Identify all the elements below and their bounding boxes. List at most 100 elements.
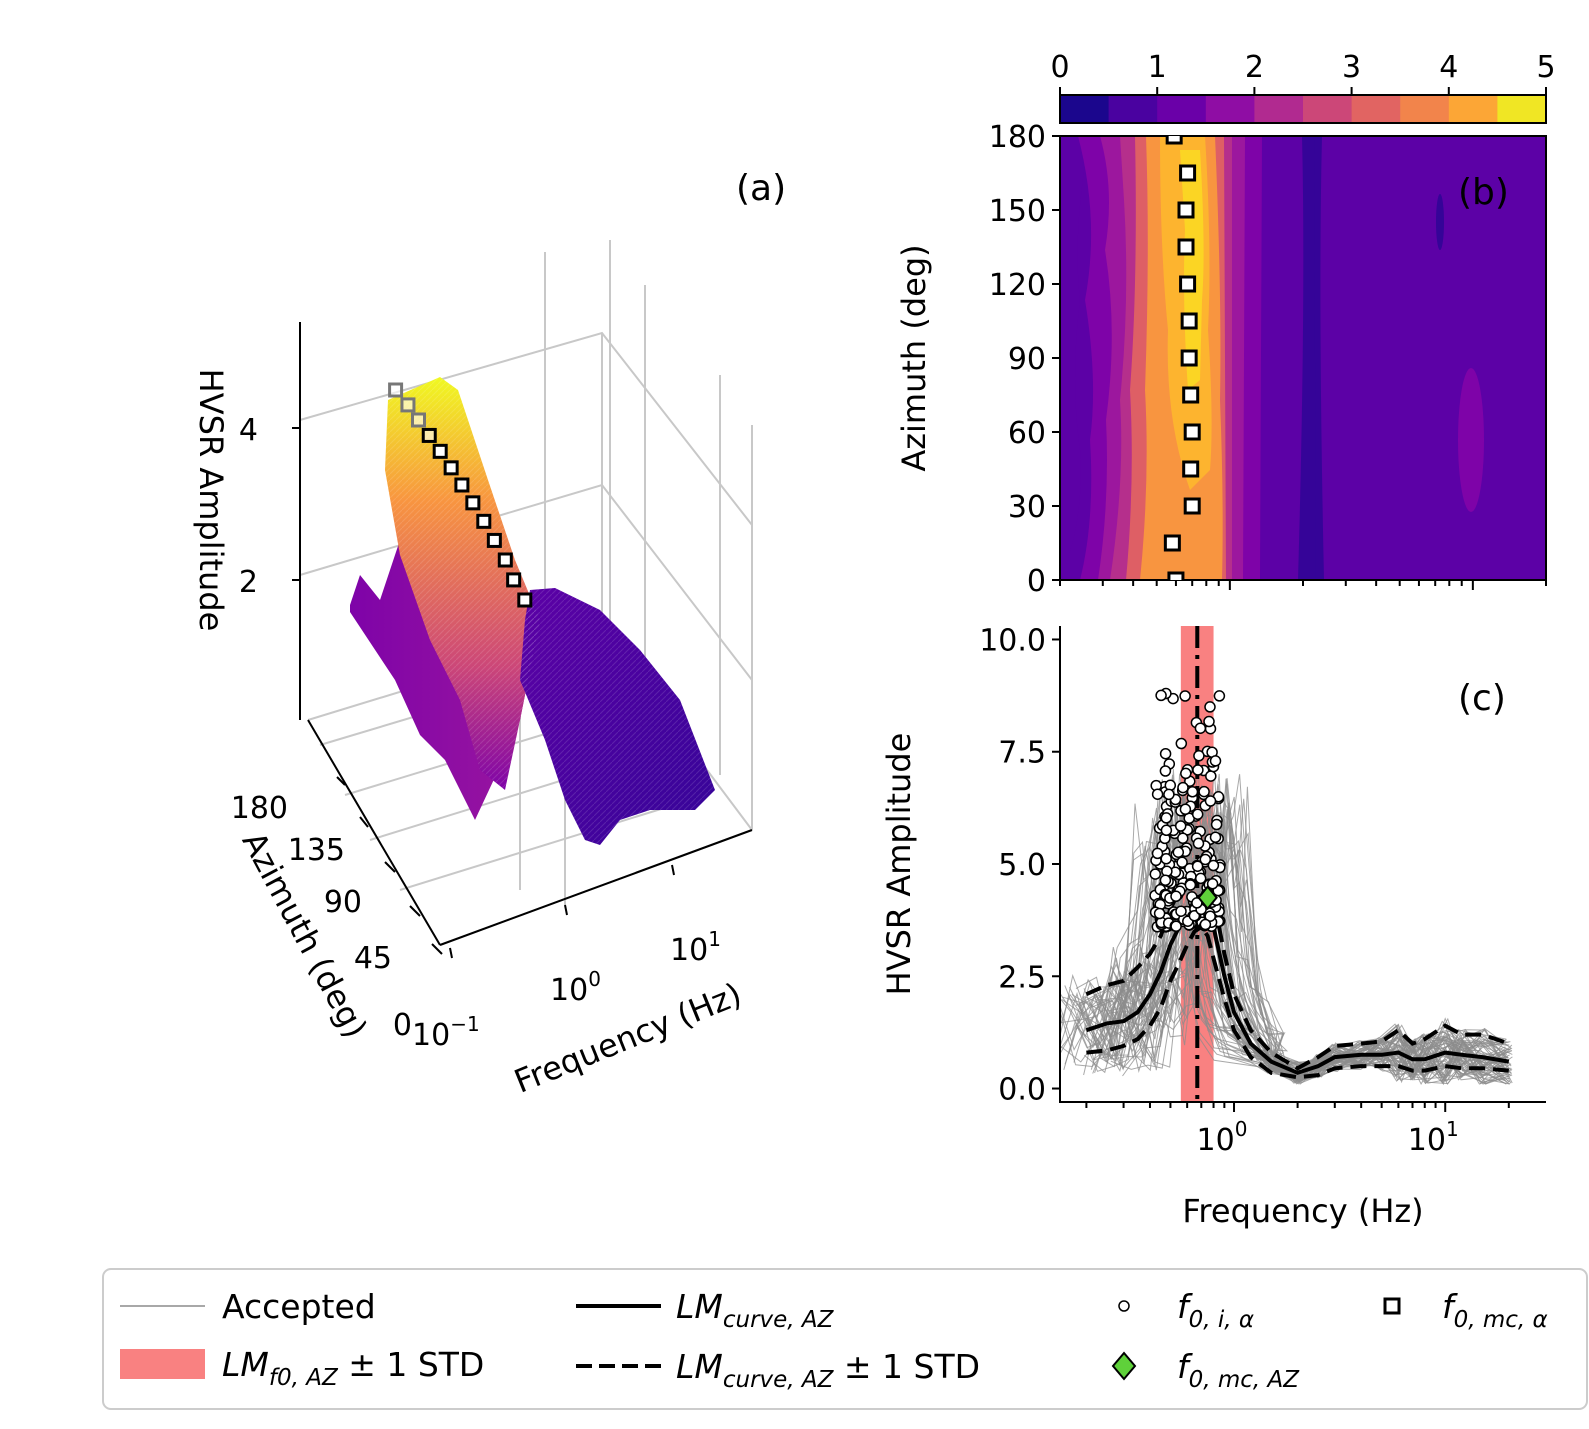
f0-i-alpha-point [1191, 860, 1204, 872]
legend-f0-i-label: f0, i, α [1177, 1287, 1254, 1333]
lm-curve-std-line [1086, 924, 1509, 1080]
colorbar-cell [1205, 95, 1255, 123]
c-y-tick-label: 7.5 [998, 736, 1046, 771]
colorbar-cell [1157, 95, 1207, 123]
panel-b-y-ticks: 0 30 60 90 120 150 180 [989, 120, 1060, 599]
f0-mc-alpha-marker [1180, 312, 1198, 330]
f0-mc-alpha-marker [1182, 386, 1200, 404]
f0-i-alpha-point [1160, 812, 1173, 824]
f0-i-alpha-point [1175, 737, 1188, 750]
f0-mc-alpha-marker [1183, 423, 1201, 441]
f0-i-alpha-point [1213, 690, 1226, 702]
trough-contour-inner [1306, 136, 1316, 580]
f0-i-alpha-point [1194, 872, 1207, 885]
colorbar-cell [1351, 95, 1401, 123]
f0-i-alpha-point [1180, 767, 1192, 780]
f0-i-alpha-point [1186, 786, 1199, 798]
a-f0-marker [454, 477, 470, 493]
accepted-curve [1109, 801, 1512, 1085]
b-y-tick-label: 150 [989, 194, 1046, 229]
f0-i-alpha-point [1204, 795, 1217, 807]
panel-c-axes [1059, 626, 1546, 1103]
c-y-tick-label: 0.0 [998, 1073, 1046, 1108]
colorbar-tick-label: 5 [1536, 50, 1555, 85]
a-f0-marker [411, 412, 426, 428]
panel-a: 4 2 180 135 90 45 0 10−1 100 101 HVSR Am… [192, 168, 786, 1101]
f0-mc-alpha-marker [1180, 349, 1198, 367]
small-contour-low [1458, 368, 1484, 512]
f0-i-alpha-point [1193, 750, 1205, 762]
a-f0-marker [388, 382, 404, 398]
colorbar-tick-label: 0 [1050, 50, 1069, 85]
f0-i-alpha-point [1199, 918, 1212, 931]
f0-i-alpha-point [1151, 847, 1164, 860]
f0-i-alpha-point [1160, 824, 1173, 837]
colorbar: 0 1 2 3 4 5 [1050, 50, 1556, 124]
panel-a-ticks [292, 427, 675, 959]
f0-i-alpha-point [1207, 859, 1220, 872]
accepted-curve [1060, 805, 1506, 1082]
b-y-tick-label: 180 [989, 120, 1046, 155]
panel-a-f0-markers [388, 382, 533, 608]
a-y-tick-180: 180 [231, 791, 288, 826]
colorbar-cells [1060, 95, 1547, 123]
f0-mc-alpha-marker [1167, 571, 1185, 580]
f0-i-alpha-point [1170, 890, 1182, 903]
lm-curves [1085, 865, 1510, 1080]
a-y-tick-135: 135 [288, 833, 345, 868]
f0-i-alpha-point [1204, 701, 1216, 713]
colorbar-tick-label: 2 [1245, 50, 1264, 85]
a-x-tick-10: 101 [670, 927, 721, 968]
legend: Accepted LMf0, AZ ± 1 STD LMcurve, AZ LM… [102, 1268, 1588, 1410]
legend-lm-f0-label: LMf0, AZ ± 1 STD [222, 1345, 484, 1391]
c-y-label: HVSR Amplitude [880, 733, 918, 996]
f0-i-alpha-point [1170, 920, 1182, 932]
f0-i-alpha-point [1209, 755, 1222, 767]
a-f0-marker [421, 427, 437, 443]
f0-i-alpha-point [1176, 856, 1188, 869]
a-f0-marker [497, 552, 513, 568]
a-f0-marker [432, 443, 448, 459]
f0-mc-alpha-marker [1183, 497, 1201, 515]
f0-i-alpha-point [1198, 785, 1210, 798]
a-f0-marker [506, 572, 522, 588]
accepted-curve [1111, 778, 1512, 1085]
colorbar-cell [1108, 95, 1158, 123]
panel-label-c: (c) [1458, 678, 1506, 719]
c-x-tick-label: 100 [1197, 1117, 1248, 1158]
f0-i-alpha-point [1155, 689, 1167, 702]
panel-b-x-ticks [1059, 580, 1547, 590]
f0-i-alpha-point [1194, 722, 1207, 734]
colorbar-tick-label: 4 [1439, 50, 1458, 85]
colorbar-cell [1497, 95, 1547, 123]
f0-i-alpha-point [1179, 803, 1192, 816]
f0-i-alpha-point [1163, 788, 1175, 801]
f0-i-alpha-point [1199, 853, 1212, 866]
a-f0-marker [486, 532, 502, 548]
f0-i-alpha-point [1206, 878, 1219, 890]
a-f0-marker [465, 495, 481, 511]
accepted-curve [1090, 794, 1510, 1079]
panel-a-axes [299, 322, 753, 946]
panel-b: 0 30 60 90 120 150 180 Azimuth (deg) (b) [895, 120, 1547, 599]
panel-label-b: (b) [1458, 172, 1509, 213]
accepted-curve [1112, 792, 1512, 1082]
b-y-label: Azimuth (deg) [895, 244, 933, 471]
c-x-label: Frequency (Hz) [1182, 1192, 1423, 1230]
small-contour-high [1436, 194, 1444, 250]
f0-mc-alpha-marker [1177, 238, 1195, 256]
a-f0-marker [517, 592, 533, 608]
f0-i-alpha-point [1151, 788, 1164, 800]
panel-b-f0-markers [1163, 136, 1201, 580]
f0-i-alpha-point [1175, 905, 1187, 917]
legend-band-swatch [120, 1349, 205, 1379]
colorbar-cell [1400, 95, 1450, 123]
a-z-tick-4: 4 [239, 413, 258, 448]
panel-a-surface [350, 377, 715, 845]
b-y-tick-label: 60 [1008, 416, 1046, 451]
f0-i-alpha-point [1192, 837, 1205, 850]
panel-c-x-ticks: 100 101 [1085, 1102, 1510, 1158]
f0-mc-alpha-marker [1179, 275, 1197, 293]
lm-curve-line [1085, 892, 1510, 1075]
f0-i-alpha-point [1210, 818, 1223, 831]
